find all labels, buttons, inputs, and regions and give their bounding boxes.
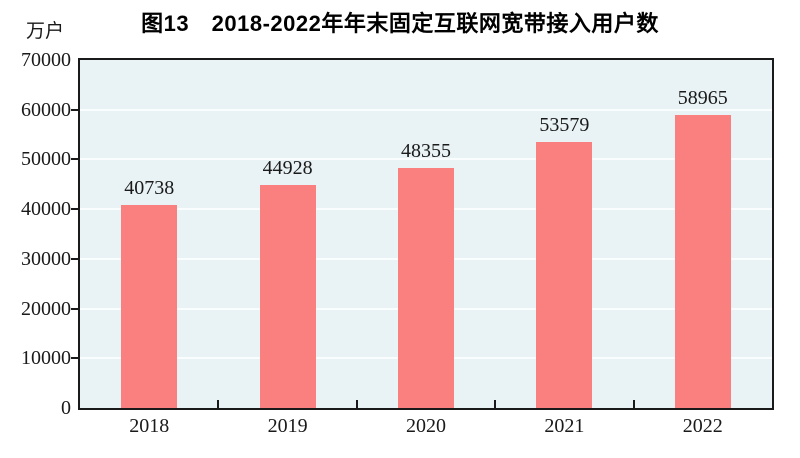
bar-value-label: 44928 [262,157,313,179]
bar [536,142,593,408]
gridline [80,108,772,111]
y-tick-mark [71,307,79,310]
y-tick-label: 60000 [21,98,71,121]
bar-value-label: 40738 [124,177,175,199]
bar-value-label: 58965 [677,87,728,109]
chart-title: 图13 2018-2022年年末固定互联网宽带接入用户数 [141,11,659,36]
y-tick-mark [71,357,79,360]
y-tick-label: 40000 [21,198,71,221]
y-tick-label: 30000 [21,247,71,270]
y-axis-unit-label: 万户 [26,21,65,42]
bar [121,205,178,408]
y-tick-label: 70000 [21,49,71,71]
y-tick-mark [71,208,79,211]
bar [259,185,316,408]
x-tick-label: 2018 [129,415,170,437]
y-tick-label: 10000 [21,347,71,370]
y-tick-label: 20000 [21,297,71,320]
bar-value-label: 48355 [401,140,451,162]
bar-value-label: 53579 [539,114,590,136]
y-tick-label: 50000 [21,148,71,171]
x-tick-mark [355,400,358,408]
x-tick-label: 2022 [682,415,723,437]
gridline [80,158,772,161]
x-tick-mark [632,400,635,408]
bar [674,115,731,408]
x-tick-mark [494,400,497,408]
bar [398,168,454,408]
plot-area: 40738 44928 48355 53579 58965 [78,58,774,410]
y-tick-label: 0 [61,397,71,419]
y-tick-mark [71,158,79,161]
x-tick-label: 2019 [267,415,308,437]
x-tick-label: 2021 [544,415,585,437]
x-tick-mark [217,400,220,408]
y-tick-mark [71,108,79,111]
y-tick-mark [71,257,79,260]
x-tick-label: 2020 [405,415,446,437]
